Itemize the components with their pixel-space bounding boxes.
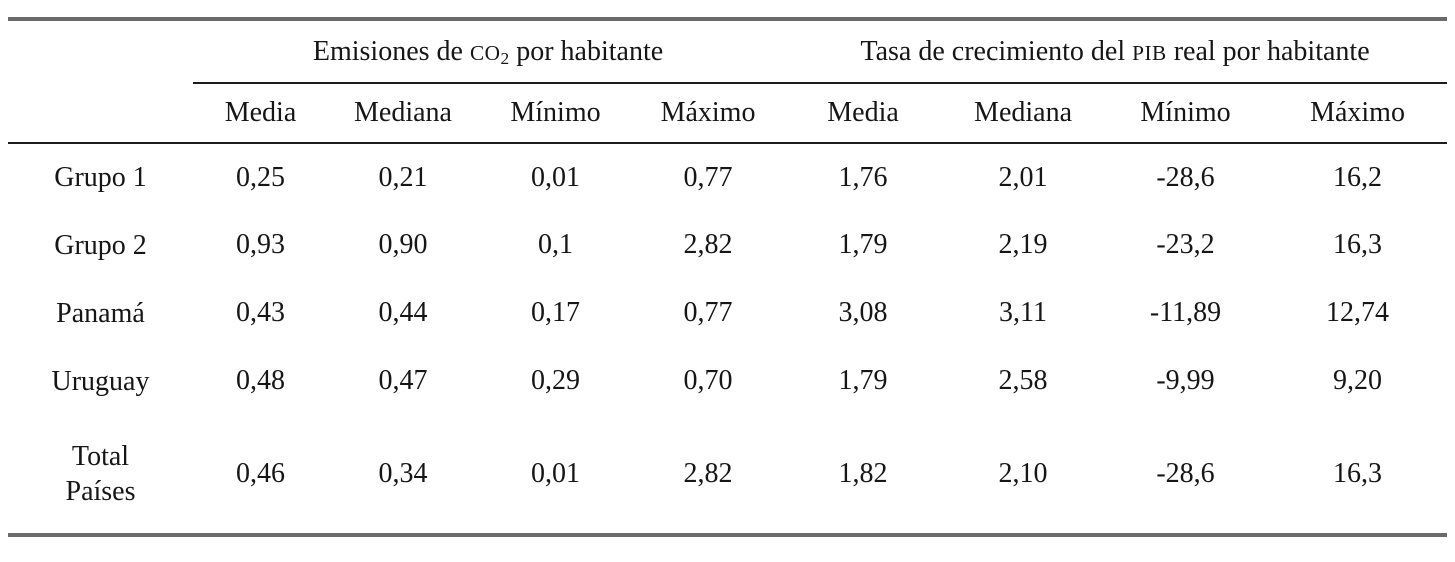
table-row-panama: Panamá 0,43 0,44 0,17 0,77 3,08 3,11 -11… [8, 279, 1447, 347]
cell: -28,6 [1156, 458, 1215, 489]
row-label: Panamá [56, 297, 145, 329]
cell: 0,29 [531, 365, 580, 396]
col-header-pib-maximo: Máximo [1268, 83, 1448, 144]
cell: -23,2 [1156, 229, 1215, 260]
table-row-grupo-1: Grupo 1 0,25 0,21 0,01 0,77 1,76 2,01 -2… [8, 143, 1447, 211]
col-header-co2-minimo: Mínimo [478, 83, 633, 144]
cell: 16,3 [1333, 458, 1383, 489]
cell: 2,10 [998, 458, 1048, 489]
pib-acronym: PIB [1132, 40, 1167, 65]
group-header-row: Emisiones de CO2 por habitante Tasa de c… [8, 19, 1448, 84]
descriptive-statistics-table: Emisiones de CO2 por habitante Tasa de c… [8, 17, 1448, 537]
cell: 0,47 [378, 365, 428, 396]
cell: 0,01 [531, 458, 580, 489]
cell: 0,70 [683, 365, 733, 396]
cell: 0,90 [378, 229, 428, 260]
col-header-co2-mediana: Mediana [328, 83, 478, 144]
group1-prefix: Emisiones de [312, 35, 470, 67]
cell: 16,3 [1333, 229, 1383, 260]
table-row-grupo-2: Grupo 2 0,93 0,90 0,1 2,82 1,79 2,19 -23… [8, 211, 1447, 279]
cell: 0,44 [378, 297, 428, 328]
cell: 12,74 [1326, 297, 1390, 328]
cell: 2,82 [683, 458, 733, 489]
cell: 1,79 [838, 229, 888, 260]
cell: 0,93 [236, 229, 285, 260]
cell: 0,43 [236, 297, 285, 328]
cell: 1,79 [838, 365, 888, 396]
cell: 1,82 [838, 458, 888, 489]
group1-suffix: por habitante [509, 35, 664, 67]
table-row-total-paises: Total Países 0,46 0,34 0,01 2,82 1,82 2,… [8, 415, 1447, 535]
col-header-co2-media: Media [193, 83, 328, 144]
cell: 2,82 [683, 229, 733, 260]
cell: 0,25 [236, 161, 285, 193]
cell: 0,77 [683, 297, 733, 328]
cell: 2,01 [998, 161, 1048, 193]
row-label: Grupo 2 [54, 229, 147, 261]
cell: 0,34 [378, 458, 428, 489]
co2-subscript: 2 [500, 49, 510, 69]
group-header-pib: Tasa de crecimiento del PIB real por hab… [783, 19, 1448, 84]
cell: 16,2 [1333, 161, 1383, 193]
cell: 0,1 [538, 229, 573, 260]
cell: 2,19 [998, 229, 1048, 260]
col-header-pib-minimo: Mínimo [1103, 83, 1269, 144]
stub-cell [8, 19, 193, 83]
row-label: Uruguay [51, 365, 150, 397]
cell: 0,17 [531, 297, 580, 328]
cell: 0,01 [531, 161, 580, 193]
cell: 9,20 [1333, 365, 1383, 396]
cell: 0,21 [378, 161, 428, 193]
cell: 3,11 [999, 297, 1048, 328]
cell: 0,46 [236, 458, 285, 489]
group-header-co2: Emisiones de CO2 por habitante [193, 19, 784, 84]
co2-acronym: CO [469, 40, 501, 65]
cell: 1,76 [838, 161, 888, 193]
stub-cell [8, 83, 193, 144]
col-header-pib-mediana: Mediana [943, 83, 1104, 144]
table-row-uruguay: Uruguay 0,48 0,47 0,29 0,70 1,79 2,58 -9… [8, 347, 1447, 415]
col-header-pib-media: Media [783, 83, 944, 144]
cell: -11,89 [1149, 297, 1222, 328]
cell: -9,99 [1156, 365, 1215, 396]
cell: -28,6 [1156, 161, 1215, 193]
group2-suffix: real por habitante [1166, 35, 1370, 67]
row-label: Grupo 1 [54, 162, 147, 193]
cell: 3,08 [838, 297, 888, 328]
cell: 2,58 [998, 365, 1048, 396]
group2-prefix: Tasa de crecimiento del [860, 35, 1133, 67]
cell: 0,48 [236, 365, 285, 396]
col-header-co2-maximo: Máximo [633, 83, 784, 144]
row-label: Total Países [65, 441, 136, 507]
cell: 0,77 [683, 161, 733, 193]
sub-header-row: Media Mediana Mínimo Máximo Media Median… [8, 83, 1448, 144]
